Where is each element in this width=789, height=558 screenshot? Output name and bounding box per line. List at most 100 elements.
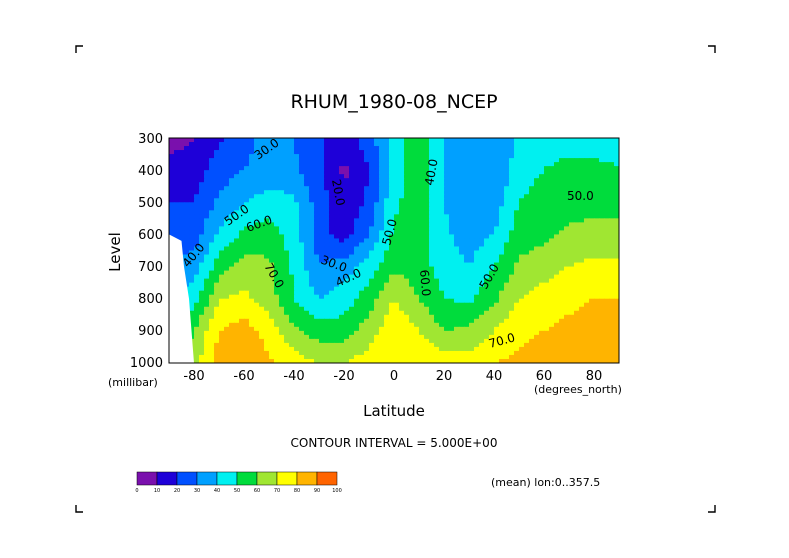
heatmap-cell (394, 286, 400, 292)
heatmap-cell (569, 246, 575, 252)
heatmap-cell (199, 286, 205, 292)
heatmap-cell (434, 210, 440, 215)
heatmap-cell (424, 286, 430, 292)
heatmap-cell (589, 158, 595, 163)
heatmap-cell (284, 234, 290, 240)
heatmap-cell (564, 310, 570, 316)
heatmap-cell (504, 242, 510, 248)
heatmap-cell (364, 262, 370, 268)
heatmap-cell (389, 322, 395, 328)
heatmap-cell (394, 354, 400, 360)
heatmap-cell (224, 322, 230, 328)
heatmap-cell (424, 306, 430, 312)
heatmap-cell (439, 274, 445, 280)
heatmap-cell (304, 170, 310, 175)
heatmap-cell (339, 198, 345, 203)
heatmap-cell (259, 350, 265, 356)
heatmap-cell (474, 238, 480, 244)
heatmap-cell (379, 162, 385, 167)
heatmap-cell (464, 262, 470, 268)
heatmap-cell (379, 302, 385, 308)
heatmap-cell (399, 266, 405, 272)
heatmap-cell (239, 338, 245, 344)
heatmap-cell (439, 350, 445, 356)
heatmap-cell (399, 342, 405, 348)
heatmap-cell (614, 266, 619, 272)
heatmap-cell (294, 346, 300, 352)
heatmap-cell (259, 326, 265, 332)
heatmap-cell (409, 194, 415, 199)
heatmap-cell (374, 322, 380, 328)
heatmap-cell (504, 278, 510, 284)
heatmap-cell (474, 330, 480, 336)
heatmap-cell (289, 290, 295, 296)
heatmap-cell (229, 198, 235, 203)
heatmap-cell (379, 326, 385, 332)
heatmap-cell (539, 330, 545, 336)
heatmap-cell (214, 170, 220, 175)
heatmap-cell (409, 266, 415, 272)
heatmap-cell (579, 302, 585, 308)
heatmap-cell (384, 310, 390, 316)
heatmap-cell (204, 282, 210, 288)
heatmap-cell (174, 166, 180, 171)
heatmap-cell (429, 286, 435, 292)
heatmap-cell (479, 194, 485, 199)
heatmap-cell (449, 286, 455, 292)
heatmap-cell (514, 334, 520, 340)
heatmap-cell (489, 194, 495, 199)
heatmap-cell (444, 198, 450, 203)
heatmap-cell (474, 294, 480, 300)
heatmap-cell (204, 318, 210, 324)
heatmap-cell (309, 146, 315, 151)
heatmap-cell (539, 234, 545, 240)
heatmap-cell (324, 334, 330, 340)
heatmap-cell (294, 338, 300, 344)
heatmap-cell (499, 286, 505, 292)
heatmap-cell (604, 278, 610, 284)
heatmap-cell (454, 154, 460, 159)
heatmap-cell (384, 234, 390, 240)
heatmap-cell (404, 214, 410, 219)
heatmap-cell (314, 246, 320, 252)
heatmap-cell (489, 146, 495, 151)
heatmap-cell (584, 190, 590, 195)
heatmap-cell (304, 270, 310, 276)
heatmap-cell (189, 330, 195, 336)
heatmap-cell (479, 190, 485, 195)
heatmap-cell (584, 210, 590, 215)
heatmap-cell (499, 166, 505, 171)
heatmap-cell (524, 142, 530, 147)
heatmap-cell (344, 318, 350, 324)
heatmap-cell (504, 138, 510, 143)
heatmap-cell (409, 342, 415, 348)
heatmap-cell (584, 146, 590, 151)
heatmap-cell (329, 214, 335, 219)
heatmap-cell (464, 146, 470, 151)
heatmap-cell (444, 354, 450, 360)
heatmap-cell (319, 302, 325, 308)
heatmap-cell (189, 250, 195, 256)
heatmap-cell (374, 266, 380, 272)
heatmap-cell (309, 330, 315, 336)
heatmap-cell (329, 186, 335, 191)
heatmap-cell (324, 150, 330, 155)
heatmap-cell (489, 198, 495, 203)
heatmap-cell (234, 342, 240, 348)
heatmap-cell (569, 306, 575, 312)
heatmap-cell (404, 170, 410, 175)
heatmap-cell (329, 266, 335, 272)
heatmap-cell (594, 210, 600, 215)
heatmap-cell (509, 250, 515, 256)
heatmap-cell (454, 198, 460, 203)
heatmap-cell (269, 242, 275, 248)
heatmap-cell (349, 262, 355, 268)
heatmap-cell (374, 186, 380, 191)
heatmap-cell (314, 154, 320, 159)
heatmap-cell (414, 162, 420, 167)
heatmap-cell (539, 142, 545, 147)
heatmap-cell (214, 226, 220, 232)
heatmap-cell (389, 178, 395, 183)
heatmap-cell (559, 314, 565, 320)
heatmap-cell (214, 298, 220, 304)
